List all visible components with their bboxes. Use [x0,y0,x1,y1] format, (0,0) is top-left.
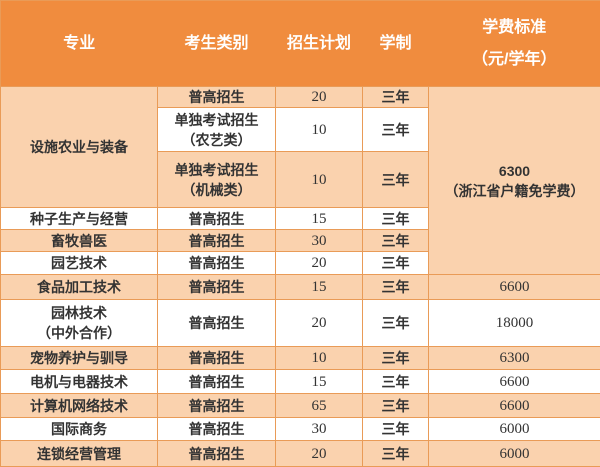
cell-tuition: 6600 [428,393,600,418]
cell-major: 园艺技术 [0,251,158,275]
cell-duration: 三年 [362,369,429,394]
header-row: 专业 考生类别 招生计划 学制 学费标准 （元/学年） [0,0,600,87]
table-row: 园艺技术 普高招生 20 三年 [0,251,600,275]
cell-major: 连锁经营管理 [0,440,158,467]
cell-duration: 三年 [362,86,429,108]
cell-tuition: 6600 [428,274,600,300]
cell-plan: 65 [275,393,363,418]
cell-duration: 三年 [362,274,429,300]
cell-major: 食品加工技术 [0,274,158,300]
cell-category: 单独考试招生 （机械类） [157,151,276,208]
col-header-duration: 学制 [362,0,429,87]
cell-plan: 20 [275,251,363,275]
table-row: 设施农业与装备 普高招生 20 三年 6300 （浙江省户籍免学费） [0,86,600,275]
cell-plan: 15 [275,207,363,230]
cell-duration: 三年 [362,151,429,208]
cell-plan: 15 [275,274,363,300]
table-row: 计算机网络技术 普高招生 65 三年 6600 [0,393,600,418]
cell-duration: 三年 [362,346,429,370]
cell-major: 电机与电器技术 [0,369,158,394]
col-header-plan: 招生计划 [275,0,363,87]
table-row: 园林技术 （中外合作） 普高招生 20 三年 18000 [0,299,600,347]
cell-duration: 三年 [362,207,429,230]
cell-duration: 三年 [362,229,429,252]
cell-tuition: 6000 [428,440,600,467]
cell-plan: 10 [275,107,363,152]
cell-plan: 20 [275,299,363,347]
cell-category: 普高招生 [157,417,276,441]
cell-duration: 三年 [362,251,429,275]
cell-category: 普高招生 [157,274,276,300]
cell-duration: 三年 [362,299,429,347]
table-row: 种子生产与经营 普高招生 15 三年 [0,207,600,230]
cell-category: 普高招生 [157,393,276,418]
cell-tuition-merged: 6300 （浙江省户籍免学费） [428,86,600,275]
table-row: 电机与电器技术 普高招生 15 三年 6600 [0,369,600,394]
cell-duration: 三年 [362,440,429,467]
cell-tuition: 6000 [428,417,600,441]
cell-category: 普高招生 [157,229,276,252]
cell-duration: 三年 [362,393,429,418]
table-row: 畜牧兽医 普高招生 30 三年 [0,229,600,252]
col-header-category: 考生类别 [157,0,276,87]
cell-plan: 20 [275,440,363,467]
cell-plan: 30 [275,417,363,441]
cell-major: 计算机网络技术 [0,393,158,418]
table-row: 宠物养护与驯导 普高招生 10 三年 6300 [0,346,600,370]
cell-major: 宠物养护与驯导 [0,346,158,370]
cell-duration: 三年 [362,417,429,441]
cell-tuition: 6300 [428,346,600,370]
cell-category: 普高招生 [157,440,276,467]
cell-category: 普高招生 [157,86,276,108]
cell-plan: 15 [275,369,363,394]
cell-tuition: 18000 [428,299,600,347]
cell-major: 园林技术 （中外合作） [0,299,158,347]
cell-plan: 10 [275,151,363,208]
table-row: 单独考试招生 （机械类） 10 三年 [1,151,600,208]
cell-major: 国际商务 [0,417,158,441]
cell-category: 普高招生 [157,207,276,230]
cell-category: 普高招生 [157,299,276,347]
table-row: 单独考试招生 （农艺类） 10 三年 [1,107,600,152]
cell-plan: 20 [275,86,363,108]
col-header-major: 专业 [0,0,158,87]
table-row: 食品加工技术 普高招生 15 三年 6600 [0,274,600,300]
cell-major: 畜牧兽医 [0,229,158,252]
cell-plan: 30 [275,229,363,252]
col-header-tuition: 学费标准 （元/学年） [428,0,600,87]
cell-category: 普高招生 [157,346,276,370]
cell-category: 普高招生 [157,251,276,275]
table-row: 国际商务 普高招生 30 三年 6000 [0,417,600,441]
cell-duration: 三年 [362,107,429,152]
cell-category: 单独考试招生 （农艺类） [157,107,276,152]
cell-tuition: 6600 [428,369,600,394]
cell-major: 设施农业与装备 [0,86,158,208]
cell-category: 普高招生 [157,369,276,394]
table-row: 连锁经营管理 普高招生 20 三年 6000 [0,440,600,467]
cell-major: 种子生产与经营 [0,207,158,230]
cell-plan: 10 [275,346,363,370]
